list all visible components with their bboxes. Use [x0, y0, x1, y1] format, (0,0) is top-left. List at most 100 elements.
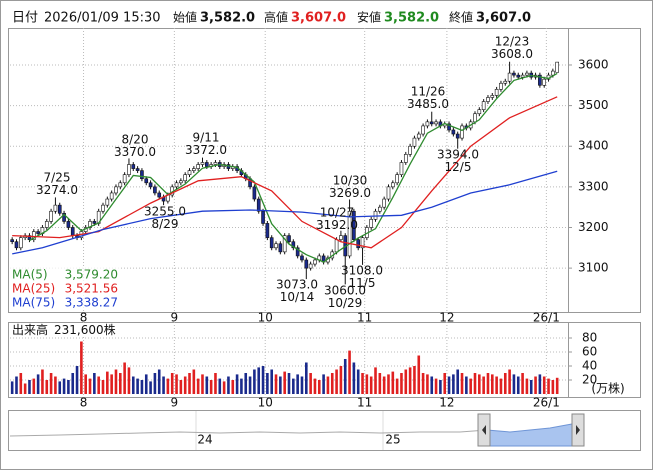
candle-body [399, 162, 404, 175]
x-tick-label: 11 [357, 311, 372, 325]
x-tick-label: 26/1 [533, 396, 560, 410]
volume-bar [175, 374, 178, 394]
volume-bar [413, 366, 416, 394]
candle-body [378, 206, 382, 212]
candle-body [477, 109, 482, 115]
close-label: 終値 [449, 10, 473, 25]
volume-bar [28, 380, 31, 394]
volume-bar [499, 378, 503, 394]
annotation: 3269.0 [329, 186, 371, 200]
volume-bar [335, 369, 338, 394]
volume-bar [209, 380, 213, 394]
volume-latest: 231,600株 [54, 322, 116, 337]
volume-bar [447, 376, 451, 394]
candle-body [282, 235, 287, 253]
moving-average-line [12, 170, 558, 255]
y-tick-label: 3600 [578, 57, 609, 71]
candle-body [10, 239, 14, 243]
candle-body [429, 121, 434, 125]
volume-bar [10, 381, 14, 394]
moving-average-line [12, 96, 558, 249]
candle-body [386, 186, 391, 200]
candle-body [127, 164, 131, 175]
x-tick-label: 11 [357, 396, 372, 410]
candle-body [416, 133, 421, 139]
candle-body [174, 182, 179, 188]
moving-average-line [29, 72, 558, 263]
volume-bar [421, 373, 425, 394]
volume-bar [322, 374, 325, 394]
annotation: 7/25 [44, 171, 71, 185]
annotation: 10/27 [320, 206, 355, 220]
candle-body [460, 125, 464, 139]
annotation: 3370.0 [114, 145, 156, 159]
volume-bar [106, 371, 109, 394]
low-value: 3,582.0 [384, 11, 439, 26]
annotation: 9/11 [193, 131, 220, 145]
volume-bar [240, 378, 243, 394]
volume-bar [408, 367, 412, 394]
candle-body [291, 241, 296, 249]
volume-bar [23, 383, 27, 394]
candle-body [486, 97, 490, 102]
legend-box [10, 267, 120, 309]
annotation: 3485.0 [407, 97, 449, 111]
candle-body [269, 237, 274, 249]
candle-body [499, 82, 503, 90]
volume-bar [330, 373, 334, 394]
legend-name: MA(25) [12, 282, 55, 296]
candle-body [274, 243, 278, 249]
volume-bar [84, 374, 87, 394]
annotation: 3372.0 [185, 143, 227, 157]
candle-body [356, 239, 361, 249]
candle-body [434, 121, 438, 125]
volume-bar [201, 374, 204, 394]
candle-body [412, 137, 417, 147]
volume-bar [231, 380, 235, 394]
volume-bar [279, 376, 282, 394]
volume-bar [270, 369, 273, 394]
candle-body [256, 198, 261, 212]
volume-bar [469, 378, 472, 394]
volume-bar [58, 381, 62, 394]
volume-bar [361, 373, 364, 394]
candle-body [481, 101, 486, 110]
volume-bar [45, 380, 49, 394]
candle-body [339, 235, 343, 240]
candle-body [382, 198, 386, 208]
volume-bar [491, 374, 494, 394]
candle-body [252, 186, 257, 200]
candle-body [512, 72, 516, 76]
volume-bar [227, 376, 230, 394]
candle-body [503, 80, 508, 84]
candle-body [451, 129, 456, 135]
candle-body [118, 182, 123, 188]
volume-bar [49, 373, 53, 394]
annotation: 3255.0 [144, 205, 186, 219]
candle-body [304, 259, 309, 269]
annotation: 8/29 [152, 217, 179, 231]
volume-bar [292, 378, 295, 394]
candle-body [507, 72, 512, 82]
candle-body [53, 204, 58, 212]
candle-body [334, 239, 339, 253]
annotation: 3060.0 [324, 284, 366, 298]
volume-bar [179, 380, 183, 394]
volume-bar [482, 376, 485, 394]
handle-arrow [482, 425, 486, 435]
volume-bar [222, 381, 226, 394]
volume-bar [555, 377, 559, 394]
y-tick-label: 60 [582, 345, 597, 359]
volume-bar [110, 374, 113, 394]
volume-bar [309, 373, 312, 394]
candle-body [287, 235, 291, 243]
volume-bar [248, 376, 252, 394]
volume-bar [75, 366, 79, 394]
volume-bar [119, 373, 122, 394]
candle-body [347, 210, 352, 257]
candle-body [525, 72, 529, 76]
candle-body [18, 237, 23, 249]
candle-body [153, 186, 157, 194]
navigator[interactable]: 24 25 [8, 410, 641, 451]
